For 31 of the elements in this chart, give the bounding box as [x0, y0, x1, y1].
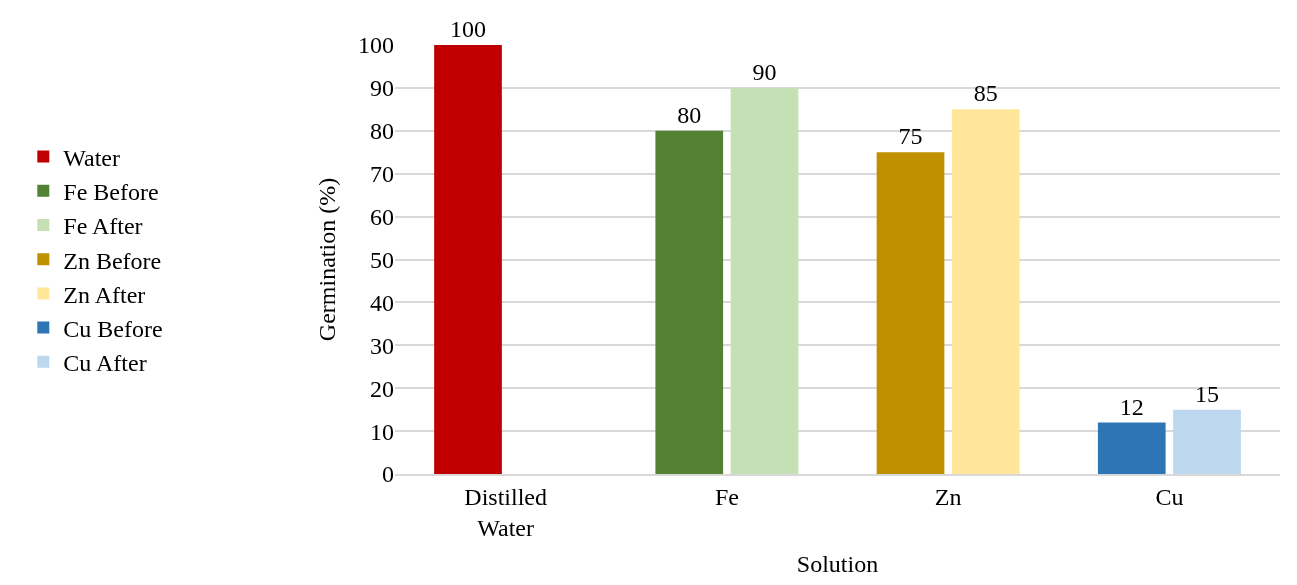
legend-label: Fe Before	[63, 179, 159, 206]
data-label: 15	[1194, 380, 1219, 407]
data-label: 90	[752, 58, 777, 85]
x-tick-label: Fe	[714, 483, 739, 510]
y-tick-label: 50	[370, 246, 394, 273]
x-tick-label: Zn	[934, 483, 962, 510]
y-tick-label: 0	[382, 461, 394, 488]
y-tick-label: 20	[370, 375, 394, 402]
y-tick-label: 30	[370, 332, 394, 359]
legend-label: Zn After	[63, 281, 146, 308]
legend-label: Fe After	[63, 213, 143, 240]
x-tick-label: Distilled Water	[464, 483, 547, 541]
data-label: 85	[973, 80, 998, 107]
legend-label: Water	[63, 144, 120, 171]
y-tick-label: 60	[370, 204, 394, 230]
legend-label: Cu Before	[63, 315, 163, 342]
data-label: 75	[898, 123, 923, 150]
x-tick-label: Cu	[1155, 483, 1184, 510]
y-tick-label: 70	[370, 161, 394, 188]
y-tick-label: 100	[358, 32, 394, 59]
y-axis-title: Germination (%)	[314, 177, 341, 342]
data-label: 100	[450, 16, 487, 42]
x-axis-title: Solution	[796, 550, 879, 577]
y-tick-label: 10	[370, 418, 394, 445]
y-tick-label: 80	[370, 118, 394, 145]
data-label: 80	[677, 101, 702, 128]
y-tick-label: 90	[370, 75, 394, 102]
data-label: 12	[1119, 393, 1144, 420]
legend-label: Zn Before	[63, 247, 162, 274]
legend-label: Cu After	[63, 350, 147, 377]
y-tick-label: 40	[370, 289, 394, 316]
